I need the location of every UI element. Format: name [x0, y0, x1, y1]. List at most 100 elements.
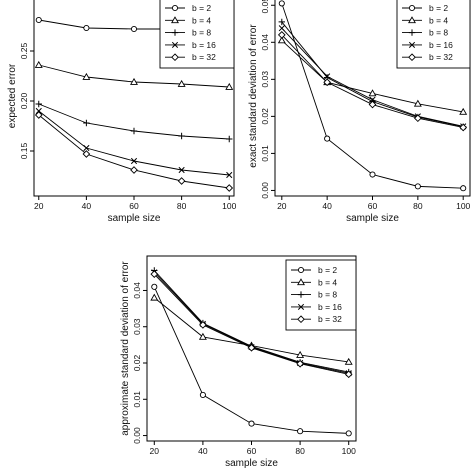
x-axis-label: sample size [108, 213, 161, 224]
data-point [225, 184, 234, 192]
data-point [130, 157, 138, 165]
series-b-32 [34, 111, 234, 192]
x-tick-label: 40 [82, 201, 92, 211]
series-b-16 [35, 107, 233, 179]
x-tick-label: 40 [198, 446, 208, 456]
y-tick-label: 0.15 [19, 142, 29, 159]
x-tick-label: 100 [222, 201, 236, 211]
y-tick-label: 0.03 [260, 71, 270, 88]
legend-label: b = 32 [192, 52, 216, 62]
data-point [199, 391, 206, 398]
data-point [369, 96, 376, 103]
legend-label: b = 32 [429, 52, 453, 62]
data-point [35, 107, 42, 115]
data-point [83, 24, 90, 32]
data-point [151, 283, 158, 290]
data-point [278, 0, 285, 7]
data-point [226, 171, 233, 179]
y-axis-label: exact standard deviation of error [248, 24, 259, 168]
data-point [344, 370, 353, 379]
legend-marker [408, 4, 416, 12]
data-point [296, 359, 304, 368]
data-point [83, 119, 90, 127]
legend-marker [297, 303, 305, 310]
legend-marker [408, 29, 416, 36]
series-b-16 [278, 25, 467, 130]
data-point [345, 430, 352, 437]
y-tick-label: 0.00 [132, 427, 142, 444]
x-tick-label: 80 [413, 201, 423, 211]
data-point [150, 270, 159, 278]
x-tick-label: 20 [34, 201, 44, 211]
legend-marker [171, 16, 179, 24]
data-point [130, 77, 138, 85]
data-point [248, 420, 255, 427]
data-point [130, 127, 138, 135]
data-point [324, 73, 331, 80]
data-point [368, 100, 377, 109]
y-tick-label: 0.00 [260, 182, 270, 199]
data-point [82, 150, 91, 158]
x-tick-label: 40 [322, 201, 332, 211]
y-tick-label: 0.03 [132, 318, 142, 335]
legend-marker [297, 291, 305, 298]
y-axis-label: expected error [7, 63, 18, 128]
legend: b = 2 b = 4 b = 8 b = 16 b = 32 [396, 0, 471, 69]
legend: b = 2 b = 4 b = 8 b = 16 b = 32 [159, 0, 235, 69]
data-point [324, 135, 331, 142]
series-line [38, 110, 230, 176]
data-point [459, 123, 468, 132]
series-b-8 [35, 100, 233, 143]
legend-label: b = 8 [192, 28, 211, 38]
data-point [177, 177, 186, 185]
x-tick-label: 100 [456, 201, 470, 211]
data-point [177, 79, 186, 87]
series-line [38, 114, 230, 189]
data-point [150, 293, 159, 301]
data-point [459, 107, 468, 115]
legend-label: b = 32 [318, 314, 342, 324]
data-point [199, 321, 207, 329]
legend-marker [297, 315, 305, 324]
data-point [247, 343, 256, 352]
x-tick-label: 80 [295, 446, 305, 456]
data-point [344, 357, 353, 365]
y-tick-label: 0.02 [260, 108, 270, 125]
data-point [35, 100, 42, 108]
legend-label: b = 2 [318, 265, 337, 275]
x-tick-label: 20 [150, 446, 160, 456]
chart-panel-3: 20 40 60 80 100 0.00 0.01 0.02 0.03 0.04 sample si… [120, 255, 357, 469]
data-point [278, 25, 285, 32]
data-point [414, 183, 421, 190]
data-point [35, 16, 42, 24]
chart-panel-1: 20 40 60 80 100 0.15 0.20 0.25 sample size expect… [7, 0, 237, 224]
legend-marker [408, 53, 416, 62]
data-point [278, 18, 286, 26]
data-point [178, 132, 185, 140]
y-tick-label: 0.04 [260, 34, 270, 51]
y-tick-label: 0.02 [132, 354, 142, 371]
legend-label: b = 2 [429, 3, 448, 13]
legend-marker [171, 29, 179, 36]
y-tick-label: 0.20 [19, 92, 29, 109]
data-point [83, 144, 90, 152]
legend-label: b = 16 [429, 40, 453, 50]
series-b-4 [34, 60, 234, 90]
series-b-32 [150, 270, 353, 379]
x-tick-label: 20 [277, 201, 287, 211]
data-point [130, 166, 138, 174]
legend-marker [171, 4, 179, 12]
legend-label: b = 16 [318, 302, 342, 312]
legend-label: b = 8 [429, 28, 448, 38]
data-point [368, 89, 377, 97]
legend-marker [297, 266, 305, 274]
y-tick-label: 0.05 [260, 0, 270, 14]
data-point [225, 82, 234, 90]
data-point [414, 114, 422, 123]
x-tick-label: 60 [129, 201, 139, 211]
legend-marker [408, 16, 416, 24]
legend-marker [171, 41, 179, 48]
y-tick-label: 0.25 [19, 42, 29, 59]
data-point [413, 99, 422, 107]
legend-marker [171, 53, 179, 62]
